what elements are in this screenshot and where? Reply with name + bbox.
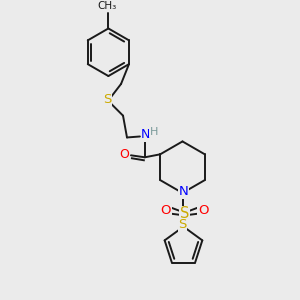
Text: S: S [178,218,187,231]
Text: N: N [178,185,188,199]
Text: S: S [180,206,189,221]
Text: O: O [119,148,129,161]
Text: H: H [150,127,158,136]
Text: O: O [160,204,171,217]
Text: N: N [141,128,151,141]
Text: CH₃: CH₃ [98,1,117,11]
Text: O: O [198,204,208,217]
Text: S: S [103,93,111,106]
